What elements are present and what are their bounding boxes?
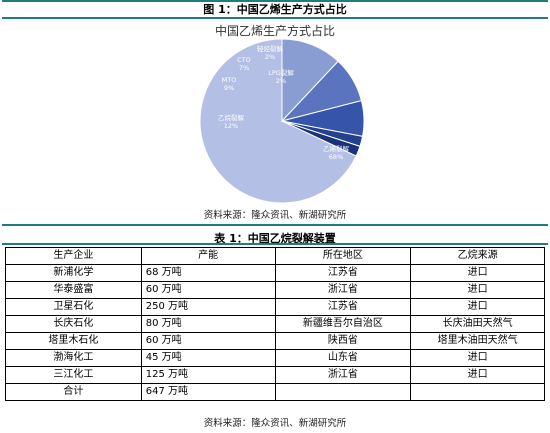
figure-title-rule xyxy=(2,17,548,19)
table-row: 三江化工 125 万吨 浙江省 进口 xyxy=(5,366,545,384)
ethane-cracker-table: 生产企业 产能 所在地区 乙烷来源 新浦化学 68 万吨 江苏省 进口 华泰盛富… xyxy=(5,247,545,401)
figure-title: 图 1：中国乙烯生产方式占比 xyxy=(203,3,347,16)
slice-label: LPG裂解 xyxy=(268,68,294,77)
pie-slice xyxy=(281,120,361,157)
slice-label: 乙烯裂解 xyxy=(323,144,350,153)
cell-capacity: 250 万吨 xyxy=(140,298,276,316)
cell-company: 塔里木石化 xyxy=(5,332,142,350)
slice-percent: 2% xyxy=(276,77,286,85)
cell-capacity: 60 万吨 xyxy=(140,332,276,350)
table-header-row: 生产企业 产能 所在地区 乙烷来源 xyxy=(5,247,545,265)
chart-title: 中国乙烯生产方式占比 xyxy=(214,24,335,38)
cell-source: 长庆油田天然气 xyxy=(410,315,545,333)
cell-source: 进口 xyxy=(410,366,545,384)
pie-slice xyxy=(199,38,357,204)
cell-region: 江苏省 xyxy=(274,298,412,316)
header-region: 所在地区 xyxy=(274,247,412,265)
cell-company: 渤海化工 xyxy=(5,349,142,367)
cell-capacity: 125 万吨 xyxy=(140,366,276,384)
cell-capacity: 68 万吨 xyxy=(140,264,276,282)
slice-percent: 7% xyxy=(239,64,249,72)
cell-company: 长庆石化 xyxy=(5,315,142,333)
table-row: 卫星石化 250 万吨 江苏省 进口 xyxy=(5,298,545,316)
slice-label: 轻烃裂解 xyxy=(257,44,284,53)
cell-capacity: 60 万吨 xyxy=(140,281,276,299)
cell-source: 进口 xyxy=(410,264,545,282)
header-company: 生产企业 xyxy=(5,247,142,265)
cell-source xyxy=(410,383,545,401)
top-rule xyxy=(2,0,548,2)
header-source: 乙烷来源 xyxy=(410,247,545,265)
cell-region: 浙江省 xyxy=(274,281,412,299)
cell-company: 三江化工 xyxy=(5,366,142,384)
cell-source: 进口 xyxy=(410,349,545,367)
cell-source: 进口 xyxy=(410,298,545,316)
cell-company: 合计 xyxy=(5,383,142,401)
slice-percent: 2% xyxy=(265,53,275,61)
slice-percent: 12% xyxy=(224,122,238,130)
cell-region: 新疆维吾尔自治区 xyxy=(274,315,412,333)
cell-capacity: 45 万吨 xyxy=(140,349,276,367)
cell-region: 山东省 xyxy=(274,349,412,367)
slice-label: MTO xyxy=(222,76,237,84)
cell-region xyxy=(274,383,412,401)
table-row: 长庆石化 80 万吨 新疆维吾尔自治区 长庆油田天然气 xyxy=(5,315,545,333)
table-source: 资料来源：隆众资讯、新湖研究所 xyxy=(203,418,347,429)
figure-bottom-rule xyxy=(2,224,548,226)
cell-company: 新浦化学 xyxy=(5,264,142,282)
cell-region: 浙江省 xyxy=(274,366,412,384)
table-row: 塔里木石化 60 万吨 陕西省 塔里木油田天然气 xyxy=(5,332,545,350)
cell-region: 江苏省 xyxy=(274,264,412,282)
table-total-row: 合计 647 万吨 xyxy=(5,383,545,401)
header-capacity: 产能 xyxy=(140,247,276,265)
table-title: 表 1：中国乙烷裂解装置 xyxy=(214,232,336,245)
cell-source: 进口 xyxy=(410,281,545,299)
cell-region: 陕西省 xyxy=(274,332,412,350)
figure-source: 资料来源：隆众资讯、新湖研究所 xyxy=(203,210,347,221)
slice-label: CTO xyxy=(237,56,251,64)
table-title-rule xyxy=(2,243,548,245)
slice-percent: 9% xyxy=(224,84,234,92)
table-row: 新浦化学 68 万吨 江苏省 进口 xyxy=(5,264,545,282)
slice-percent: 68% xyxy=(329,153,343,161)
table-row: 华泰盛富 60 万吨 浙江省 进口 xyxy=(5,281,545,299)
cell-source: 塔里木油田天然气 xyxy=(410,332,545,350)
cell-company: 卫星石化 xyxy=(5,298,142,316)
pie-slice xyxy=(281,38,339,123)
cell-capacity: 647 万吨 xyxy=(140,383,276,401)
cell-capacity: 80 万吨 xyxy=(140,315,276,333)
cell-company: 华泰盛富 xyxy=(5,281,142,299)
table-row: 渤海化工 45 万吨 山东省 进口 xyxy=(5,349,545,367)
slice-label: 乙烷裂解 xyxy=(218,113,245,122)
